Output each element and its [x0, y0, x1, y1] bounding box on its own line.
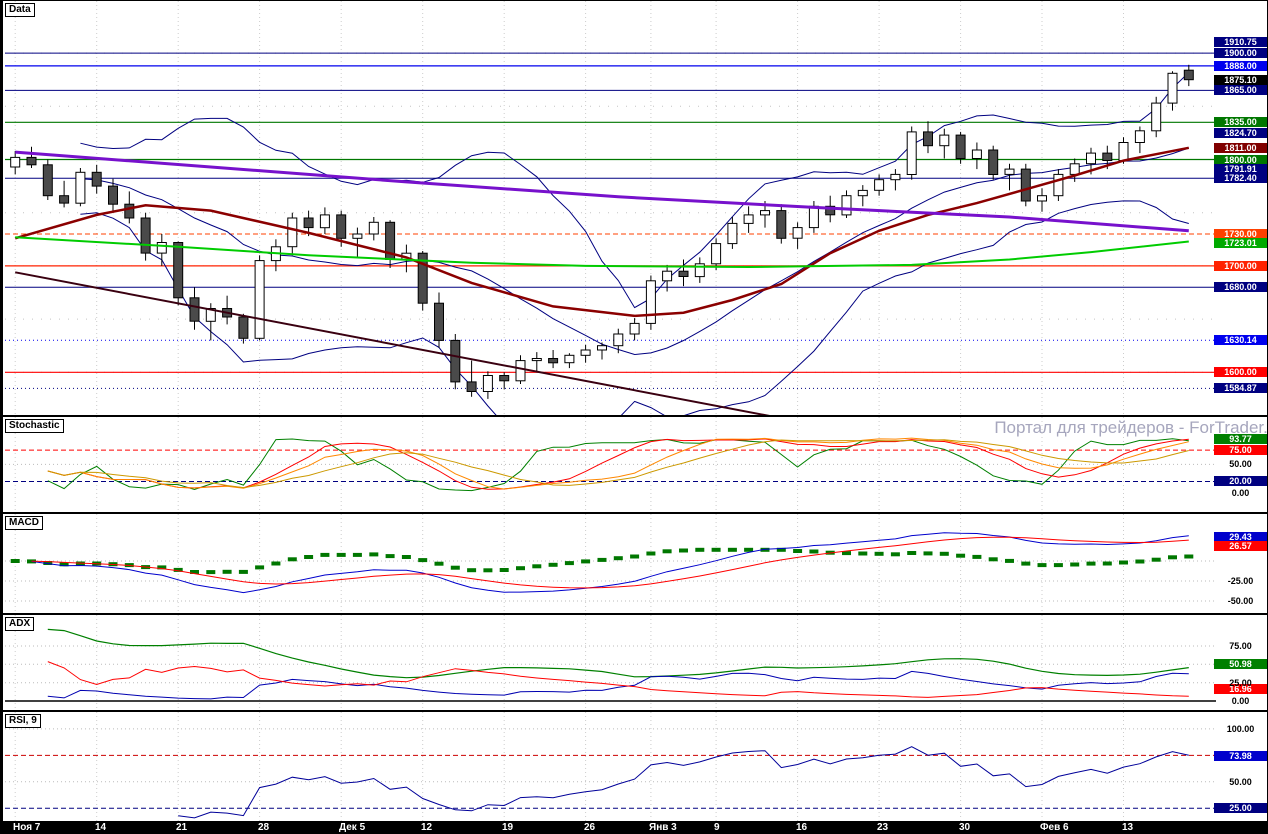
- ma-purple: [15, 150, 1189, 233]
- time-axis-label: 14: [95, 822, 107, 833]
- time-axis-label: 13: [1122, 822, 1134, 833]
- stochastic-panel[interactable]: Stochastic Портал для трейдеров - ForTra…: [3, 417, 1267, 514]
- time-axis-label: 30: [959, 822, 971, 833]
- value-tag: 93.77: [1214, 434, 1267, 444]
- value-tag: 26.57: [1214, 541, 1267, 551]
- value-tag: 73.98: [1214, 751, 1267, 761]
- value-tag: 1791.91: [1214, 164, 1267, 174]
- time-axis-label: Фев 6: [1040, 822, 1069, 833]
- value-tag: 25.00: [1214, 803, 1267, 813]
- panel-separator: [3, 512, 1267, 514]
- time-axis-label: Ноя 7: [13, 822, 41, 833]
- value-tag: 1584.87: [1214, 383, 1267, 393]
- adx-canvas[interactable]: [3, 615, 1216, 712]
- value-tag: 1782.40: [1214, 173, 1267, 183]
- time-axis[interactable]: Ноя 7 14 21 28 Дек 5 12 19 26 Янв 3 9 16 23 30 Фев 6 1…: [3, 821, 1267, 833]
- scale-label: 25.00: [1229, 678, 1252, 688]
- value-tag: 1811.00: [1214, 143, 1267, 153]
- value-tag: 1835.00: [1214, 117, 1267, 127]
- value-tag: 1600.00: [1214, 367, 1267, 377]
- value-tag: 1730.00: [1214, 229, 1267, 239]
- time-axis-label: 16: [796, 822, 808, 833]
- value-tag: 1800.00: [1214, 155, 1267, 165]
- time-axis-label: 9: [714, 822, 720, 833]
- time-axis-label: Дек 5: [339, 822, 366, 833]
- value-tag: 1888.00: [1214, 61, 1267, 71]
- value-tag: 1700.00: [1214, 261, 1267, 271]
- macd-panel[interactable]: MACD: [3, 514, 1267, 615]
- panel-label-macd[interactable]: MACD: [5, 516, 43, 530]
- macd-canvas[interactable]: [3, 514, 1216, 615]
- time-axis-label: 12: [421, 822, 433, 833]
- panel-label-stochastic[interactable]: Stochastic: [5, 419, 64, 433]
- value-tag: 29.43: [1214, 532, 1267, 542]
- time-axis-label: Янв 3: [649, 822, 677, 833]
- time-axis-label: 21: [176, 822, 188, 833]
- value-tag: 16.96: [1214, 684, 1267, 694]
- panel-separator: [3, 415, 1267, 417]
- price-chart-canvas[interactable]: [3, 1, 1216, 417]
- value-tag: 1910.75: [1214, 37, 1267, 47]
- scale-label: 75.00: [1229, 641, 1252, 651]
- rsi-panel[interactable]: RSI, 9: [3, 712, 1267, 821]
- watermark: Портал для трейдеров - ForTrader.ru: [994, 418, 1268, 437]
- value-tag: 75.00: [1214, 445, 1267, 455]
- panel-label-adx[interactable]: ADX: [5, 617, 35, 631]
- value-tag: 1680.00: [1214, 282, 1267, 292]
- panel-label-rsi[interactable]: RSI, 9: [5, 714, 41, 728]
- scale-label: -25.00: [1227, 576, 1254, 586]
- scale-label: 0.00: [1231, 488, 1250, 498]
- time-axis-label: 19: [502, 822, 514, 833]
- time-axis-label: 23: [877, 822, 889, 833]
- scale-label: 100.00: [1226, 724, 1255, 734]
- scale-label: 50.00: [1229, 459, 1252, 469]
- panel-separator: [3, 613, 1267, 615]
- time-axis-label: 28: [258, 822, 270, 833]
- value-tag: 1900.00: [1214, 48, 1267, 58]
- rsi-canvas[interactable]: [3, 712, 1216, 821]
- ma-slow-darkred: [14, 146, 1190, 318]
- value-tag: 1630.14: [1214, 335, 1267, 345]
- scale-label: -50.00: [1227, 596, 1254, 606]
- stochastic-canvas[interactable]: [3, 417, 1216, 514]
- adx-panel[interactable]: ADX: [3, 615, 1267, 712]
- panel-separator: [3, 710, 1267, 712]
- scale-label: 50.00: [1229, 777, 1252, 787]
- value-tag: 20.00: [1214, 476, 1267, 486]
- value-tag: 1875.10: [1214, 75, 1267, 85]
- time-axis-label: 26: [584, 822, 596, 833]
- value-tag: 50.98: [1214, 659, 1267, 669]
- ma-green: [15, 236, 1189, 269]
- panel-label-data[interactable]: Data: [5, 3, 35, 17]
- value-tag: 1824.70: [1214, 128, 1267, 138]
- value-tag: 1865.00: [1214, 85, 1267, 95]
- trendline-down: [15, 271, 781, 417]
- price-panel[interactable]: Data: [3, 1, 1267, 417]
- scale-label: 0.00: [1231, 696, 1250, 706]
- value-tag: 1723.01: [1214, 238, 1267, 248]
